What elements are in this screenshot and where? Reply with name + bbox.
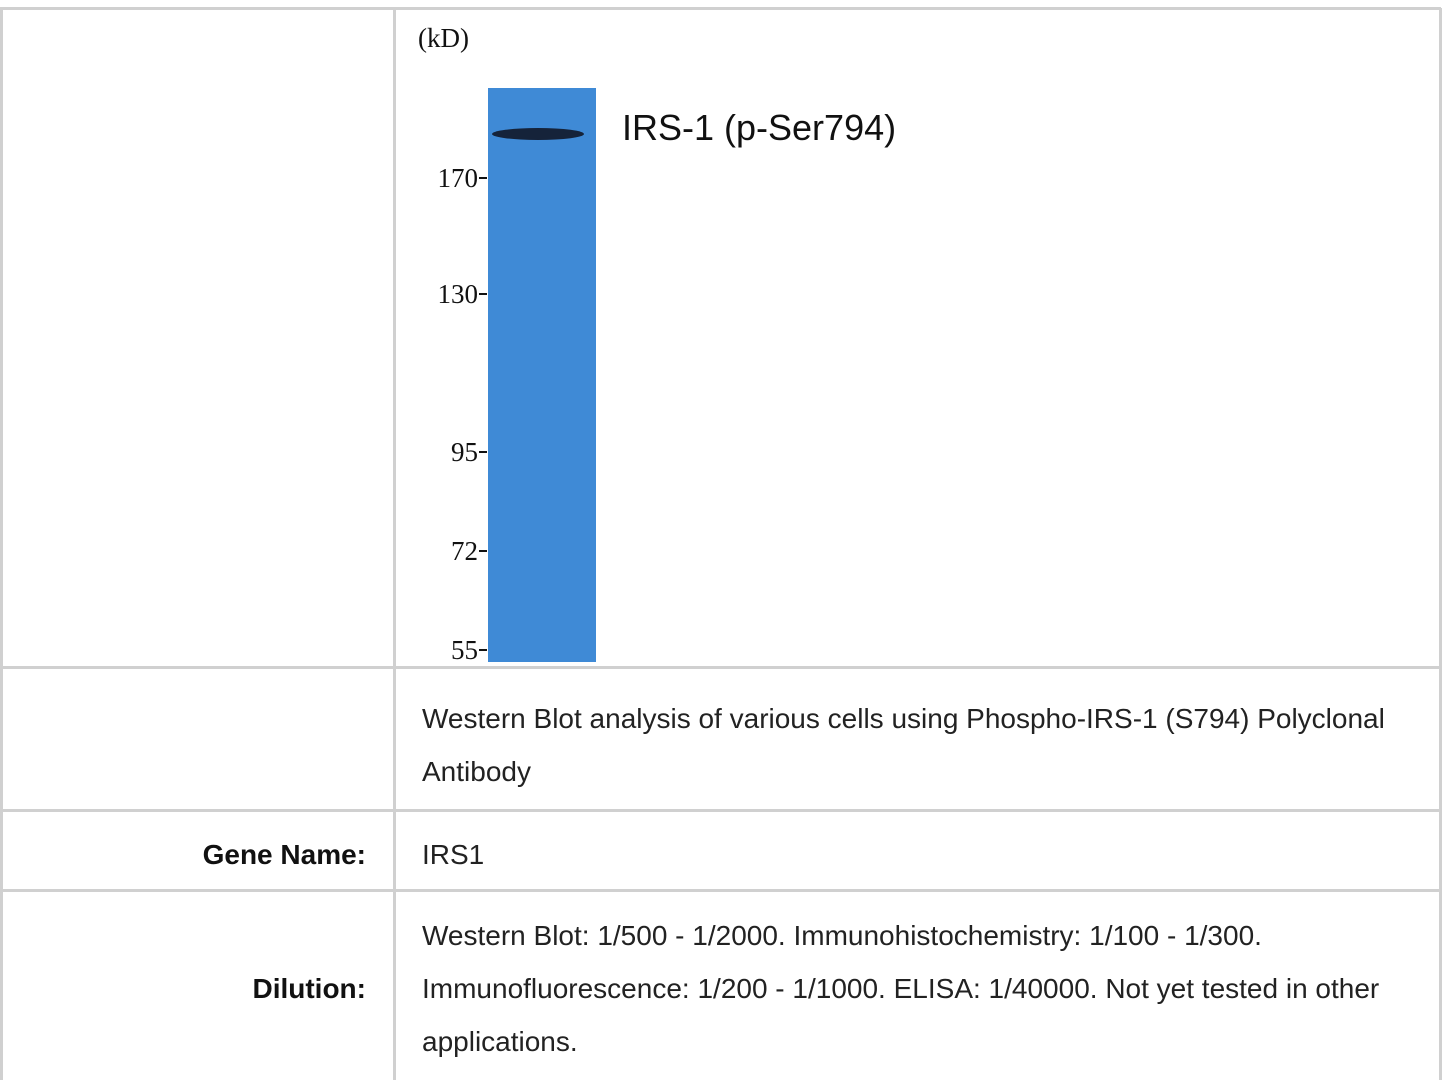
marker-label: 170 — [438, 163, 479, 193]
row-label: Gene Name: — [0, 828, 366, 881]
marker-label: 72 — [451, 536, 478, 566]
unit-label: (kD) — [418, 23, 469, 53]
table-border — [0, 8, 3, 1080]
table-border — [1439, 8, 1442, 1080]
blot-band — [492, 128, 584, 140]
western-blot-image: (kD) IRS-1 (p-Ser794) 170 130 95 72 55 — [396, 10, 1439, 666]
marker-group: 170 130 95 72 55 — [438, 163, 488, 665]
table-border — [0, 889, 1441, 892]
marker-label: 95 — [451, 437, 478, 467]
marker-label: 130 — [438, 279, 479, 309]
table-border — [0, 809, 1441, 812]
band-label: IRS-1 (p-Ser794) — [622, 107, 896, 148]
row-value: IRS1 — [422, 828, 1427, 881]
table-border — [0, 666, 1441, 669]
row-label: Dilution: — [0, 962, 366, 1015]
caption: Western Blot analysis of various cells u… — [422, 692, 1427, 798]
row-value: Western Blot: 1/500 - 1/2000. Immunohist… — [422, 909, 1427, 1068]
blot-lane — [488, 88, 596, 662]
marker-label: 55 — [451, 635, 478, 665]
product-spec-page: (kD) IRS-1 (p-Ser794) 170 130 95 72 55 Weste… — [0, 0, 1447, 1080]
